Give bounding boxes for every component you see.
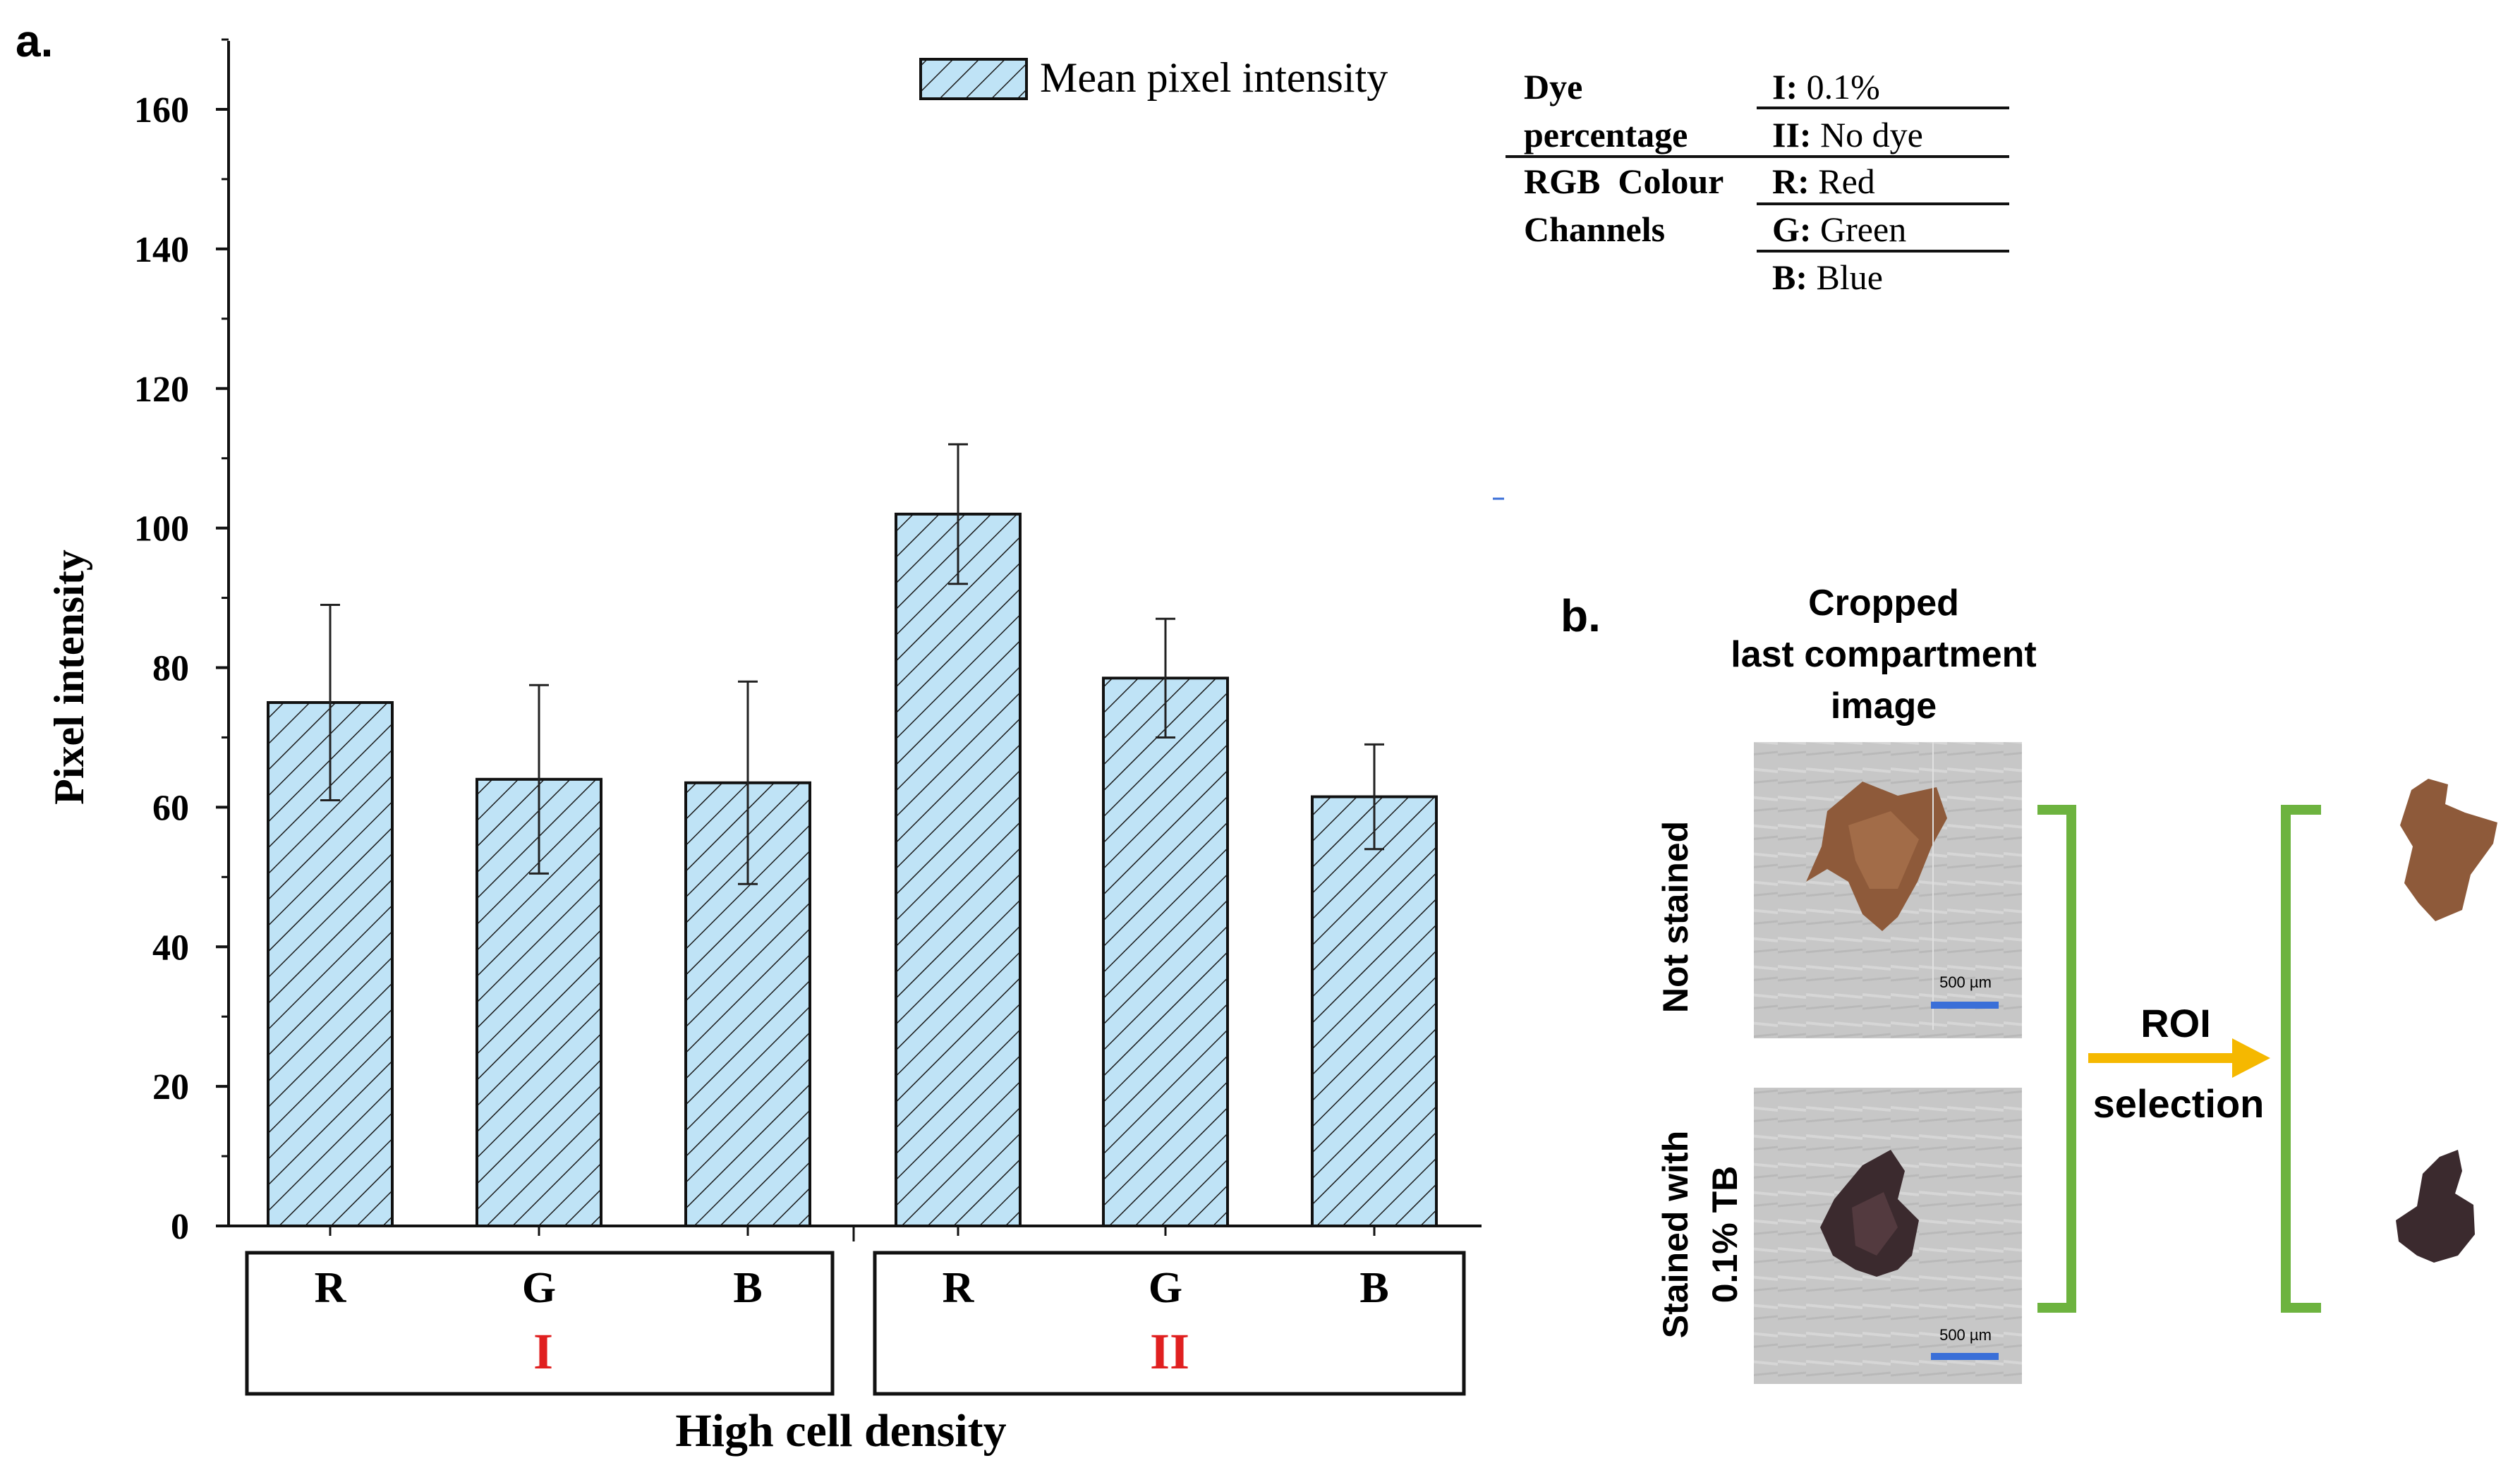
- group-box-II: [873, 1251, 1466, 1396]
- y-tick-label: 0: [171, 1207, 189, 1247]
- key-entry: R: Red: [1772, 162, 1875, 201]
- key-entry-value: Green: [1820, 209, 1906, 249]
- key-entry-key: II:: [1772, 115, 1820, 154]
- y-tick-label: 80: [152, 649, 189, 689]
- key-entry: I: 0.1%: [1772, 67, 1880, 107]
- panel-b-heading-1: Cropped: [1808, 583, 1959, 624]
- key-entry-key: I:: [1772, 67, 1807, 107]
- x-category-label: G: [1149, 1264, 1182, 1312]
- y-axis-label: Pixel intensity: [46, 549, 92, 805]
- y-tick-label: 60: [152, 788, 189, 828]
- y-tick-label: 100: [134, 509, 189, 549]
- y-axis: 0 20 40 60 80 100 120 140 160: [134, 38, 230, 1247]
- bar: [895, 512, 1022, 1227]
- key-entry-value: No dye: [1820, 115, 1923, 154]
- scale-bar: [1931, 1353, 1999, 1360]
- row-label-not-stained: Not stained: [1656, 821, 1695, 1013]
- key-entry-key: G:: [1772, 209, 1820, 249]
- key-entry-key: B:: [1772, 257, 1817, 297]
- panel-b: b. Cropped last compartment image 500 µm…: [1561, 583, 2497, 1384]
- x-category-label: B: [1359, 1264, 1388, 1312]
- row-label-stained-2: 0.1% TB: [1705, 1166, 1745, 1304]
- arrow-label-selection: selection: [2093, 1081, 2265, 1126]
- key-entry-value: Red: [1818, 162, 1875, 201]
- y-tick-label: 160: [134, 90, 189, 130]
- x-axis-label: High cell density: [675, 1405, 1006, 1457]
- key-entry: G: Green: [1772, 209, 1906, 249]
- key-entry-value: 0.1%: [1807, 67, 1880, 107]
- panel-b-label: b.: [1561, 590, 1601, 641]
- row-label-stained-1: Stained with: [1656, 1131, 1695, 1338]
- bracket-right: [2037, 805, 2076, 1313]
- x-category-label: B: [733, 1264, 762, 1312]
- bar: [1102, 676, 1229, 1227]
- roi-arrow-head: [2232, 1038, 2270, 1078]
- legend-swatch: [919, 58, 1028, 100]
- arrow-label-roi: ROI: [2140, 1001, 2211, 1045]
- x-category-label: R: [315, 1264, 347, 1312]
- y-tick-label: 140: [134, 230, 189, 270]
- image-stained: [1754, 1088, 2022, 1384]
- scale-bar-label: 500 µm: [1939, 973, 1992, 991]
- group-box-I: [245, 1251, 835, 1396]
- key-entry: II: No dye: [1772, 115, 1923, 154]
- panel-b-heading-2: last compartment: [1731, 634, 2036, 675]
- key-head-rgb-1: RGB Colour: [1524, 162, 1724, 201]
- bar: [1311, 795, 1438, 1228]
- bracket-left: [2281, 805, 2321, 1313]
- roi-crop-stained: [2396, 1150, 2475, 1263]
- scale-bar-label: 500 µm: [1939, 1326, 1992, 1344]
- key-entry: B: Blue: [1772, 257, 1883, 297]
- image-not-stained: [1754, 742, 2022, 1038]
- group-label-II: II: [1150, 1323, 1189, 1380]
- key-head-dye-2: percentage: [1524, 115, 1688, 154]
- key-table: Dye percentage RGB Colour Channels I: 0.…: [1506, 67, 2009, 297]
- y-tick-label: 40: [152, 928, 189, 968]
- key-entry-key: R:: [1772, 162, 1818, 201]
- key-entry-value: Blue: [1817, 257, 1883, 297]
- y-tick-label: 120: [134, 370, 189, 410]
- scale-bar: [1931, 1002, 1999, 1009]
- y-tick-label: 20: [152, 1067, 189, 1107]
- roi-crop-not-stained: [2400, 779, 2497, 921]
- x-category-label: R: [943, 1264, 975, 1312]
- key-head-rgb-2: Channels: [1524, 209, 1665, 249]
- bar-chart: 0 20 40 60 80 100 120 140 160 Pixel intensity R G…: [46, 38, 1482, 1457]
- legend: Mean pixel intensity: [919, 54, 1388, 101]
- panel-a-label: a.: [16, 16, 53, 66]
- panel-b-heading-3: image: [1831, 686, 1937, 727]
- legend-label: Mean pixel intensity: [1040, 54, 1388, 101]
- key-head-dye-1: Dye: [1524, 67, 1582, 107]
- x-category-label: G: [522, 1264, 556, 1312]
- group-label-I: I: [533, 1323, 553, 1380]
